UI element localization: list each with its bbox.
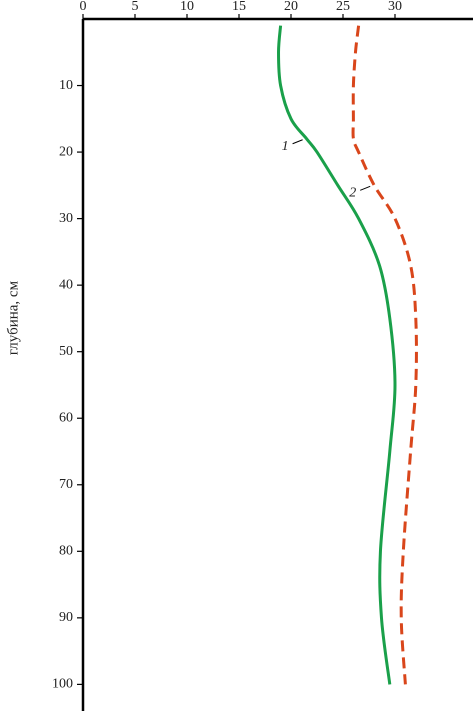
y-tick-label: 80	[59, 544, 73, 559]
x-tick-label: 30	[388, 0, 402, 14]
line-series	[277, 25, 397, 685]
y-tick-label: 100	[52, 677, 73, 692]
y-tick-label: 90	[59, 610, 73, 625]
series-label: 1	[282, 139, 289, 154]
x-tick-label: 5	[132, 0, 139, 14]
x-tick-label: 20	[284, 0, 298, 14]
y-tick-label: 20	[59, 144, 73, 159]
leader-line	[292, 139, 303, 145]
line-series	[351, 25, 418, 685]
leader-line	[360, 185, 371, 191]
y-tick-label: 70	[59, 477, 73, 492]
y-tick-label: 60	[59, 410, 73, 425]
y-axis-label: глубина, см	[5, 280, 21, 355]
y-tick-label: 30	[59, 211, 73, 226]
x-tick-label: 15	[232, 0, 246, 14]
series-label: 2	[349, 186, 356, 201]
x-tick-label: 0	[80, 0, 87, 14]
y-tick-label: 50	[59, 344, 73, 359]
x-tick-label: 10	[180, 0, 194, 14]
x-tick-label: 25	[336, 0, 350, 14]
y-tick-label: 10	[59, 78, 73, 93]
y-tick-label: 40	[59, 277, 73, 292]
